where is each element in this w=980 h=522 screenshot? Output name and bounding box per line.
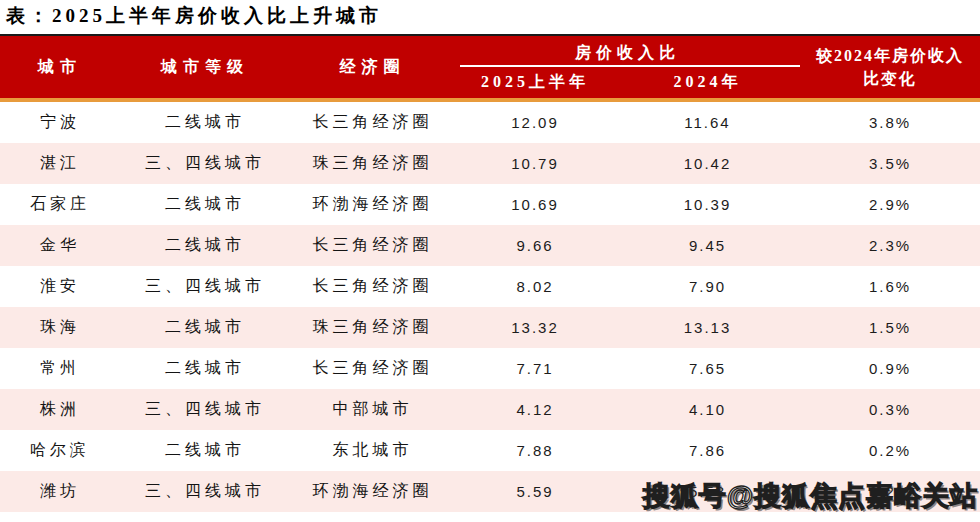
col-header-city: 城市 bbox=[0, 36, 120, 98]
cell-change: 0.2% bbox=[800, 442, 980, 459]
table-row: 湛江三、四线城市珠三角经济圈10.7910.423.5% bbox=[0, 143, 980, 184]
cell-tier: 三、四线城市 bbox=[120, 153, 290, 174]
table-title: 表：2025上半年房价收入比上升城市 bbox=[0, 0, 980, 34]
cell-ratio-2025: 4.12 bbox=[455, 401, 615, 418]
table-row: 哈尔滨二线城市东北城市7.887.860.2% bbox=[0, 430, 980, 471]
cell-change: 2.9% bbox=[800, 196, 980, 213]
page: 表：2025上半年房价收入比上升城市 城市 城市等级 经济圈 房价收入比 202… bbox=[0, 0, 980, 522]
cell-change: 2.3% bbox=[800, 237, 980, 254]
cell-change: 3.5% bbox=[800, 155, 980, 172]
cell-city: 湛江 bbox=[0, 153, 120, 174]
cell-region: 珠三角经济圈 bbox=[290, 317, 455, 338]
table-row: 潍坊三、四线城市环渤海经济圈5.595.580.2% bbox=[0, 471, 980, 512]
table-row: 株洲三、四线城市中部城市4.124.100.3% bbox=[0, 389, 980, 430]
cell-tier: 二线城市 bbox=[120, 358, 290, 379]
cell-change: 1.5% bbox=[800, 319, 980, 336]
cell-ratio-2024: 9.45 bbox=[615, 237, 800, 254]
cell-tier: 三、四线城市 bbox=[120, 276, 290, 297]
cell-change: 3.8% bbox=[800, 114, 980, 131]
cell-change: 1.6% bbox=[800, 278, 980, 295]
cell-ratio-2025: 5.59 bbox=[455, 483, 615, 500]
cell-ratio-2024: 7.90 bbox=[615, 278, 800, 295]
cell-tier: 二线城市 bbox=[120, 317, 290, 338]
cell-region: 长三角经济圈 bbox=[290, 112, 455, 133]
cell-change: 0.9% bbox=[800, 360, 980, 377]
cell-region: 环渤海经济圈 bbox=[290, 481, 455, 502]
cell-ratio-2024: 13.13 bbox=[615, 319, 800, 336]
cell-tier: 二线城市 bbox=[120, 194, 290, 215]
cell-region: 东北城市 bbox=[290, 440, 455, 461]
cell-ratio-2025: 10.69 bbox=[455, 196, 615, 213]
col-header-2024: 2024年 bbox=[615, 67, 800, 98]
col-header-2025-h1: 2025上半年 bbox=[455, 67, 615, 98]
cell-tier: 三、四线城市 bbox=[120, 399, 290, 420]
cell-city: 潍坊 bbox=[0, 481, 120, 502]
cell-region: 中部城市 bbox=[290, 399, 455, 420]
cell-city: 哈尔滨 bbox=[0, 440, 120, 461]
cell-ratio-2024: 10.39 bbox=[615, 196, 800, 213]
col-header-tier: 城市等级 bbox=[120, 36, 290, 98]
col-header-change-line1: 较2024年房价收入 bbox=[800, 44, 980, 67]
cell-ratio-2025: 9.66 bbox=[455, 237, 615, 254]
cell-city: 珠海 bbox=[0, 317, 120, 338]
table-row: 常州二线城市长三角经济圈7.717.650.9% bbox=[0, 348, 980, 389]
cell-ratio-2024: 10.42 bbox=[615, 155, 800, 172]
cell-ratio-2025: 10.79 bbox=[455, 155, 615, 172]
cell-ratio-2024: 11.64 bbox=[615, 114, 800, 131]
cell-city: 金华 bbox=[0, 235, 120, 256]
cell-ratio-2024: 5.58 bbox=[615, 483, 800, 500]
table-header-row: 城市 城市等级 经济圈 房价收入比 2025上半年 2024年 较2024年房价… bbox=[0, 36, 980, 98]
cell-city: 淮安 bbox=[0, 276, 120, 297]
cell-change: 0.2% bbox=[800, 483, 980, 500]
cell-ratio-2025: 8.02 bbox=[455, 278, 615, 295]
group-subheader-row: 2025上半年 2024年 bbox=[455, 67, 800, 98]
cell-ratio-2024: 7.65 bbox=[615, 360, 800, 377]
cell-region: 珠三角经济圈 bbox=[290, 153, 455, 174]
table-row: 淮安三、四线城市长三角经济圈8.027.901.6% bbox=[0, 266, 980, 307]
col-header-change-line2: 比变化 bbox=[800, 67, 980, 90]
cell-city: 石家庄 bbox=[0, 194, 120, 215]
table-row: 珠海二线城市珠三角经济圈13.3213.131.5% bbox=[0, 307, 980, 348]
cell-city: 常州 bbox=[0, 358, 120, 379]
cell-tier: 二线城市 bbox=[120, 112, 290, 133]
table-body: 宁波二线城市长三角经济圈12.0911.643.8%湛江三、四线城市珠三角经济圈… bbox=[0, 102, 980, 512]
cell-tier: 三、四线城市 bbox=[120, 481, 290, 502]
cell-city: 株洲 bbox=[0, 399, 120, 420]
cell-region: 长三角经济圈 bbox=[290, 276, 455, 297]
cell-tier: 二线城市 bbox=[120, 235, 290, 256]
cell-ratio-2024: 4.10 bbox=[615, 401, 800, 418]
table-row: 金华二线城市长三角经济圈9.669.452.3% bbox=[0, 225, 980, 266]
cell-city: 宁波 bbox=[0, 112, 120, 133]
cell-ratio-2024: 7.86 bbox=[615, 442, 800, 459]
cell-change: 0.3% bbox=[800, 401, 980, 418]
col-group-price-income-ratio: 房价收入比 2025上半年 2024年 bbox=[455, 36, 800, 98]
cell-ratio-2025: 12.09 bbox=[455, 114, 615, 131]
cell-tier: 二线城市 bbox=[120, 440, 290, 461]
table-row: 石家庄二线城市环渤海经济圈10.6910.392.9% bbox=[0, 184, 980, 225]
cell-ratio-2025: 13.32 bbox=[455, 319, 615, 336]
col-header-region: 经济圈 bbox=[290, 36, 455, 98]
cell-ratio-2025: 7.88 bbox=[455, 442, 615, 459]
cell-region: 长三角经济圈 bbox=[290, 358, 455, 379]
table-row: 宁波二线城市长三角经济圈12.0911.643.8% bbox=[0, 102, 980, 143]
cell-region: 长三角经济圈 bbox=[290, 235, 455, 256]
group-header-label: 房价收入比 bbox=[455, 36, 800, 65]
cell-region: 环渤海经济圈 bbox=[290, 194, 455, 215]
cell-ratio-2025: 7.71 bbox=[455, 360, 615, 377]
col-header-change-vs-2024: 较2024年房价收入 比变化 bbox=[800, 36, 980, 98]
